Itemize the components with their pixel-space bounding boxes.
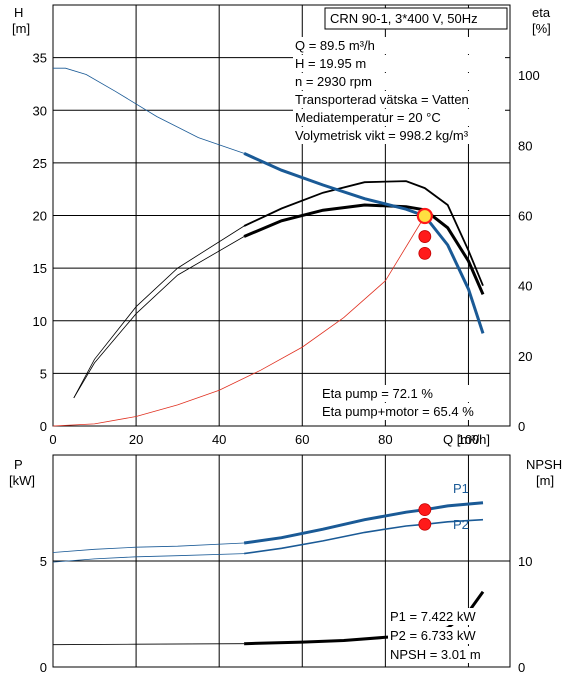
eta-line: Eta pump+motor = 65.4 % (322, 404, 474, 419)
npsh-axis-label-name: NPSH (526, 457, 562, 472)
x-tick-label: 40 (212, 432, 226, 447)
lower-grid (53, 455, 510, 667)
y-right-tick-label: 40 (518, 279, 532, 294)
power-info-bg (388, 646, 506, 663)
operating-point (418, 230, 432, 243)
p1-series-label: P1 (453, 481, 469, 496)
title-box (324, 7, 508, 30)
x-tick-label: 20 (129, 432, 143, 447)
eta-pump-curve (243, 180, 484, 287)
lower-tick-labels: 0 5 0 10 (40, 554, 533, 675)
left-axis-label-unit: [m] (12, 21, 30, 36)
power-info-line: NPSH = 3.01 m (390, 647, 481, 662)
p2-curve (243, 518, 484, 555)
eta-line-bg (320, 385, 506, 402)
power-info: P1 = 7.422 kW P2 = 6.733 kW NPSH = 3.01 m (388, 608, 506, 663)
x-tick-label: 60 (295, 432, 309, 447)
left-axis-label-name: H (14, 5, 23, 20)
right-axis-label-name: eta (532, 5, 551, 20)
eta-line-bg (320, 403, 506, 420)
npsh-axis-label-unit: [m] (536, 473, 554, 488)
system-curve (52, 215, 426, 427)
right-axis-label-unit: [%] (532, 21, 551, 36)
eta-line: Eta pump = 72.1 % (322, 386, 433, 401)
power-tick-label: 5 (40, 554, 47, 569)
head-curve-thin (53, 67, 245, 154)
upper-chart: 0 20 40 60 80 100 0 5 10 15 20 25 30 35 0 20 40 60 80 100 H… (12, 4, 551, 447)
upper-points (416, 207, 433, 260)
lower-chart: 0 5 0 10 P [kW] NPSH [m] P1 P2 P1 = 7.422 k… (9, 454, 562, 675)
y-left-tick-label: 5 (40, 366, 47, 381)
y-left-tick-label: 20 (33, 209, 47, 224)
power-axis-label-unit: [kW] (9, 473, 35, 488)
y-left-tick-label: 0 (40, 419, 47, 434)
info-line: Transporterad vätska = Vatten (295, 92, 469, 107)
info-line: Volymetrisk vikt = 998.2 kg/m³ (295, 128, 469, 143)
power-axis-label-name: P (14, 457, 23, 472)
power-tick-label: 0 (40, 660, 47, 675)
x-tick-label: 80 (378, 432, 392, 447)
y-right-tick-label: 80 (518, 138, 532, 153)
info-line: Q = 89.5 m³/h (295, 38, 375, 53)
info-line: Mediatemperatur = 20 °C (295, 110, 441, 125)
info-line-bg (293, 91, 505, 108)
y-left-tick-label: 35 (33, 51, 47, 66)
power-info-bg (388, 627, 506, 644)
power-info-line: P2 = 6.733 kW (390, 628, 476, 643)
power-info-line: P1 = 7.422 kW (390, 609, 476, 624)
x-tick-label: 100 (458, 432, 480, 447)
power-operating-point (418, 517, 432, 531)
chart-title: CRN 90-1, 3*400 V, 50Hz (330, 11, 478, 26)
info-line-bg (293, 37, 505, 54)
duty-point (416, 207, 433, 225)
info-line-bg (293, 127, 505, 144)
y-right-tick-label: 20 (518, 349, 532, 364)
info-line-bg (293, 55, 505, 72)
y-right-tick-label: 100 (518, 68, 540, 83)
eta-pump-curve-thin (73, 225, 245, 399)
upper-series (52, 67, 485, 427)
npsh-curve-thin (52, 643, 245, 646)
power-operating-point (418, 503, 432, 517)
y-left-tick-label: 15 (33, 261, 47, 276)
p2-curve-thin (52, 553, 245, 563)
npsh-tick-label: 10 (518, 554, 532, 569)
info-line: n = 2930 rpm (295, 74, 372, 89)
p1-curve-thin (52, 542, 245, 553)
eta-pump-motor-curve-thin (73, 236, 245, 399)
npsh-tick-label: 0 (518, 660, 525, 675)
eta-pump-motor-curve (243, 203, 485, 295)
p1-curve (243, 501, 484, 545)
operating-point (418, 246, 432, 260)
y-left-tick-label: 30 (33, 103, 47, 118)
y-left-tick-label: 25 (33, 156, 47, 171)
operating-info: Q = 89.5 m³/h H = 19.95 m n = 2930 rpm Tran… (293, 37, 505, 144)
power-info-bg (388, 608, 506, 625)
y-right-tick-label: 0 (518, 419, 525, 434)
p2-series-label: P2 (453, 517, 469, 532)
info-line-bg (293, 109, 505, 126)
x-axis-label: Q [m³/h] (443, 432, 490, 447)
upper-tick-labels: 0 20 40 60 80 100 0 5 10 15 20 25 30 35 0 20 40 60 80 100 (33, 51, 540, 447)
efficiency-info: Eta pump = 72.1 % Eta pump+motor = 65.4 % (320, 385, 506, 420)
y-left-tick-label: 10 (33, 314, 47, 329)
info-line: H = 19.95 m (295, 56, 366, 71)
y-right-tick-label: 60 (518, 209, 532, 224)
info-line-bg (293, 73, 505, 90)
head-curve (243, 152, 485, 334)
x-tick-label: 0 (49, 432, 56, 447)
